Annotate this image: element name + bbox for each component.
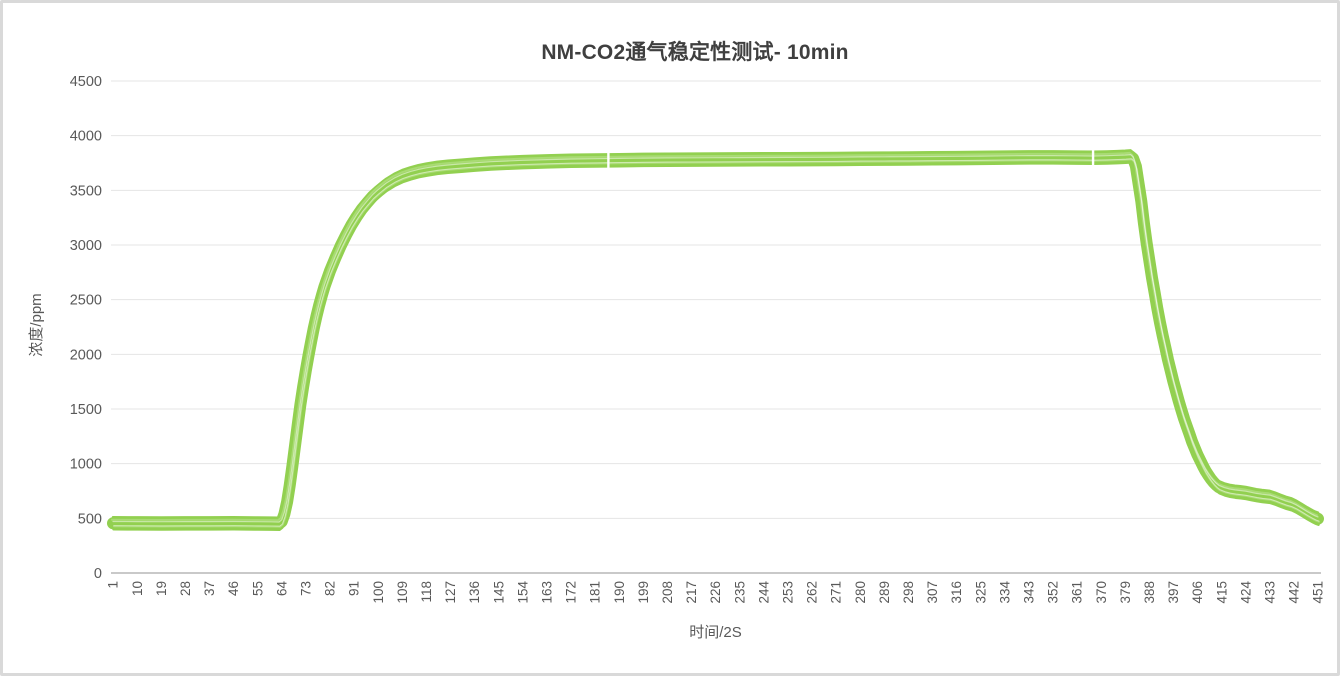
svg-text:235: 235 bbox=[732, 581, 747, 604]
axis-titles: 浓度/ppm 时间/2S bbox=[28, 293, 742, 641]
svg-text:181: 181 bbox=[588, 581, 603, 604]
svg-text:280: 280 bbox=[853, 581, 868, 604]
svg-text:2000: 2000 bbox=[70, 347, 102, 363]
svg-text:262: 262 bbox=[805, 581, 820, 604]
svg-text:37: 37 bbox=[202, 581, 217, 596]
svg-text:361: 361 bbox=[1070, 581, 1085, 604]
svg-text:388: 388 bbox=[1142, 581, 1157, 604]
svg-text:10: 10 bbox=[130, 581, 145, 596]
svg-text:4000: 4000 bbox=[70, 129, 102, 145]
svg-text:154: 154 bbox=[515, 581, 530, 604]
svg-text:343: 343 bbox=[1022, 581, 1037, 604]
svg-text:136: 136 bbox=[467, 581, 482, 604]
svg-text:1500: 1500 bbox=[70, 402, 102, 418]
svg-text:370: 370 bbox=[1094, 581, 1109, 604]
svg-text:415: 415 bbox=[1214, 581, 1229, 604]
svg-text:271: 271 bbox=[829, 581, 844, 604]
svg-text:91: 91 bbox=[347, 581, 362, 596]
svg-text:424: 424 bbox=[1238, 581, 1253, 604]
svg-text:226: 226 bbox=[708, 581, 723, 604]
svg-text:172: 172 bbox=[564, 581, 579, 604]
svg-text:307: 307 bbox=[925, 581, 940, 604]
svg-text:163: 163 bbox=[540, 581, 555, 604]
svg-text:190: 190 bbox=[612, 581, 627, 604]
svg-text:82: 82 bbox=[323, 581, 338, 596]
svg-text:127: 127 bbox=[443, 581, 458, 604]
svg-text:244: 244 bbox=[756, 581, 771, 604]
svg-text:298: 298 bbox=[901, 581, 916, 604]
svg-text:100: 100 bbox=[371, 581, 386, 604]
svg-text:55: 55 bbox=[250, 581, 265, 596]
svg-text:253: 253 bbox=[781, 581, 796, 604]
svg-text:217: 217 bbox=[684, 581, 699, 604]
gridlines bbox=[111, 80, 1321, 574]
svg-text:109: 109 bbox=[395, 581, 410, 604]
svg-text:433: 433 bbox=[1263, 581, 1278, 604]
y-axis-tick-labels: 0 500 1000 1500 2000 2500 3000 3500 4000 4500 bbox=[70, 74, 102, 582]
svg-text:325: 325 bbox=[973, 581, 988, 604]
chart-title: NM-CO2通气稳定性测试- 10min bbox=[541, 41, 849, 64]
svg-text:352: 352 bbox=[1046, 581, 1061, 604]
svg-text:64: 64 bbox=[274, 581, 289, 597]
svg-text:334: 334 bbox=[997, 581, 1012, 604]
svg-text:500: 500 bbox=[78, 511, 102, 527]
svg-text:316: 316 bbox=[949, 581, 964, 604]
svg-text:2500: 2500 bbox=[70, 293, 102, 309]
x-axis-tick-labels: 1 10 19 28 37 46 55 64 73 82 91 100 109 118 127 136 145 1… bbox=[106, 581, 1326, 604]
svg-text:406: 406 bbox=[1190, 581, 1205, 604]
svg-text:379: 379 bbox=[1118, 581, 1133, 604]
series-line-co2 bbox=[107, 149, 1324, 532]
svg-text:4500: 4500 bbox=[70, 74, 102, 90]
svg-text:28: 28 bbox=[178, 581, 193, 596]
svg-text:0: 0 bbox=[94, 566, 102, 582]
svg-text:3000: 3000 bbox=[70, 238, 102, 254]
x-axis-title: 时间/2S bbox=[689, 624, 742, 641]
svg-text:208: 208 bbox=[660, 581, 675, 604]
svg-text:3500: 3500 bbox=[70, 183, 102, 199]
svg-text:73: 73 bbox=[299, 581, 314, 596]
y-axis-title: 浓度/ppm bbox=[28, 293, 45, 356]
svg-text:442: 442 bbox=[1287, 581, 1302, 604]
svg-text:289: 289 bbox=[877, 581, 892, 604]
svg-text:199: 199 bbox=[636, 581, 651, 604]
svg-text:46: 46 bbox=[226, 581, 241, 596]
svg-text:1000: 1000 bbox=[70, 457, 102, 473]
svg-text:397: 397 bbox=[1166, 581, 1181, 604]
band-gap-lines bbox=[607, 148, 1095, 170]
svg-text:19: 19 bbox=[154, 581, 169, 596]
svg-text:118: 118 bbox=[419, 581, 434, 603]
svg-text:451: 451 bbox=[1311, 581, 1326, 604]
svg-text:1: 1 bbox=[106, 581, 121, 589]
svg-text:145: 145 bbox=[491, 581, 506, 604]
